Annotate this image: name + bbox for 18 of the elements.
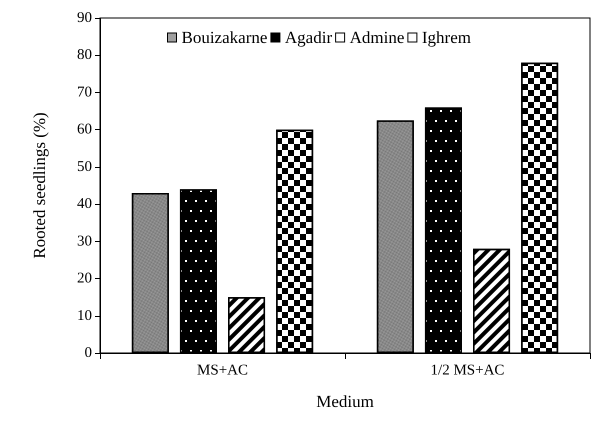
y-tick-label: 70 bbox=[77, 84, 92, 100]
y-tick-label: 80 bbox=[77, 47, 92, 64]
y-tick-label: 10 bbox=[77, 308, 92, 324]
x-tick-label: MS+AC bbox=[197, 362, 248, 378]
legend-label: Admine bbox=[350, 28, 404, 47]
y-tick-label: 90 bbox=[77, 10, 92, 26]
legend-label: Bouizakarne bbox=[182, 28, 268, 47]
legend-label: Ighrem bbox=[422, 28, 471, 47]
y-tick-label: 50 bbox=[77, 158, 92, 175]
x-tick-label: 1/2 MS+AC bbox=[430, 362, 504, 378]
y-tick-label: 60 bbox=[77, 122, 92, 138]
y-tick-label: 20 bbox=[77, 270, 92, 287]
y-axis-title: Rooted seedlings (%) bbox=[30, 112, 49, 259]
x-axis-title: Medium bbox=[316, 392, 374, 411]
y-tick-label: 0 bbox=[84, 345, 92, 361]
y-tick-label: 40 bbox=[77, 196, 92, 212]
legend-label: Agadir bbox=[284, 28, 332, 47]
y-tick-label: 30 bbox=[77, 233, 92, 250]
